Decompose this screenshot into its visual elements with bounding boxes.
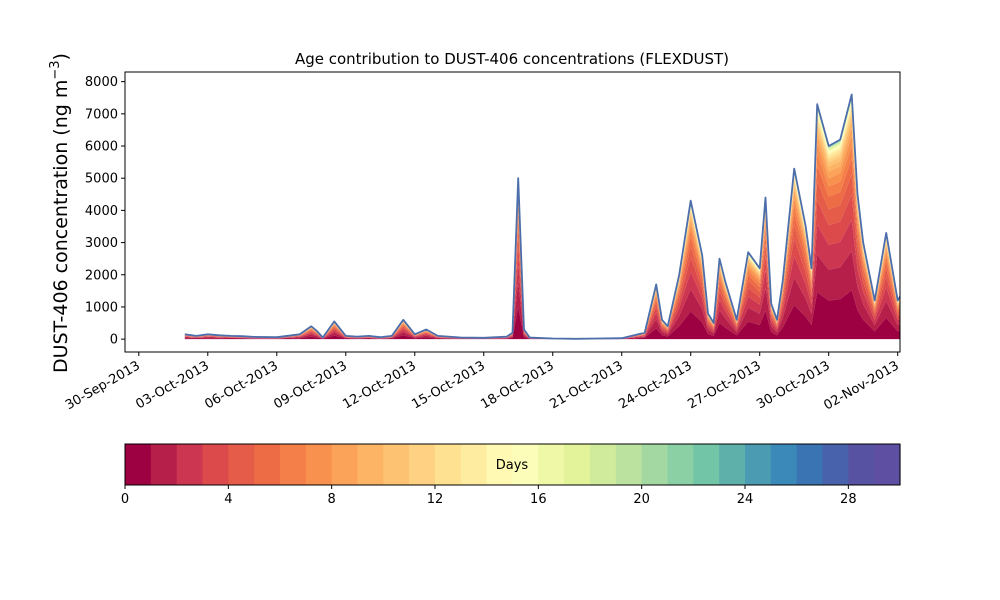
colorbar-segment [125,444,152,485]
x-tick-label: 09-Oct-2013 [271,358,349,412]
colorbar-segment [770,444,798,485]
colorbar-segment [150,444,178,485]
y-tick-label: 5000 [85,172,118,187]
x-tick-label: 27-Oct-2013 [685,358,763,412]
colorbar-segment [435,444,462,485]
y-tick-label: 7000 [85,107,118,122]
colorbar-segment [228,444,255,485]
colorbar-segment [254,444,281,485]
y-axis-label: DUST-406 concentration (ng m−3) [48,53,72,373]
y-tick-label: 3000 [85,236,118,251]
y-tick-label: 2000 [85,268,118,283]
colorbar-tick-label: 28 [840,492,857,507]
x-axis: 30-Sep-201303-Oct-201306-Oct-201309-Oct-… [63,352,902,413]
colorbar-segment [383,444,410,485]
colorbar-frame [124,443,901,486]
colorbar-tick-label: 8 [328,492,336,507]
colorbar-segment [280,444,307,485]
x-tick-label: 12-Oct-2013 [340,358,418,412]
y-tick-label: 0 [110,333,118,348]
y-tick-label: 6000 [85,140,118,155]
colorbar-tick-label: 20 [633,492,650,507]
colorbar-segment [176,444,204,485]
colorbar-segment [615,444,643,485]
colorbar-tick-label: 0 [121,492,129,507]
y-tick-label: 8000 [85,75,118,90]
colorbar-tick-label: 16 [530,492,547,507]
y-tick-label: 1000 [85,300,118,315]
y-axis-label-exponent: −3 [48,60,63,79]
colorbar-segment [641,444,669,485]
colorbar-segment [460,444,488,485]
colorbar-segment [822,444,849,485]
colorbar-tick-label: 4 [224,492,232,507]
x-tick-label: 02-Nov-2013 [821,358,901,413]
colorbar: 0 4 8 12 16 20 24 28 [121,444,901,507]
colorbar-tick-label: 12 [427,492,444,507]
x-tick-label: 21-Oct-2013 [547,358,625,412]
colorbar-segment [564,444,591,485]
x-tick-label: 30-Oct-2013 [754,358,832,412]
colorbar-segment [512,444,539,485]
colorbar-segment [874,444,901,485]
x-tick-label: 18-Oct-2013 [478,358,556,412]
plot-area [184,93,900,340]
colorbar-segment [848,444,875,485]
colorbar-segment [409,444,436,485]
y-tick-label: 4000 [85,204,118,219]
x-tick-label: 15-Oct-2013 [409,358,487,412]
colorbar-segment [331,444,359,485]
x-tick-label: 03-Oct-2013 [133,358,211,412]
y-axis-label-main: DUST-406 concentration (ng m [50,80,72,373]
colorbar-segment [796,444,824,485]
total-concentration-line [184,93,900,340]
colorbar-segment [745,444,772,485]
age-band-area [184,194,900,339]
chart-title: Age contribution to DUST-406 concentrati… [295,50,729,68]
age-band-area [184,251,900,340]
colorbar-segment [202,444,229,485]
colorbar-segment [357,444,384,485]
colorbar-segment [486,444,514,485]
colorbar-segment [693,444,720,485]
x-tick-label: 30-Sep-2013 [63,358,143,413]
colorbar-segment [305,444,333,485]
age-band-area [184,290,900,340]
colorbar-segment [719,444,746,485]
colorbar-segment [590,444,617,485]
x-tick-label: 06-Oct-2013 [202,358,280,412]
colorbar-segment [667,444,694,485]
plot-frame [124,71,901,353]
y-axis: 0 1000 2000 3000 4000 5000 6000 7000 8000 [85,75,125,348]
colorbar-tick-label: 24 [737,492,754,507]
colorbar-segment [538,444,565,485]
y-axis-label-close: ) [50,53,72,60]
x-tick-label: 24-Oct-2013 [616,358,694,412]
colorbar-label: Days [496,458,529,473]
age-band-area [184,220,900,339]
